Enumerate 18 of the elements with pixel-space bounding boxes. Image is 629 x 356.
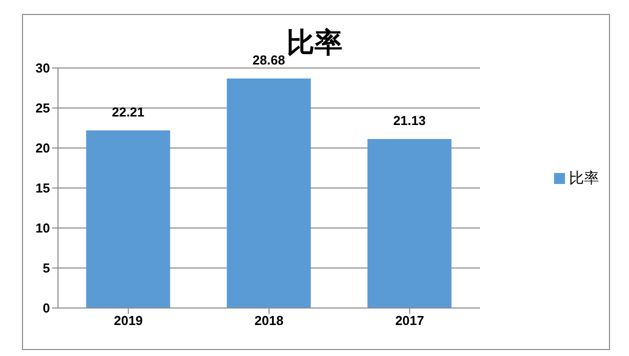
y-tick-label: 5 [42, 260, 50, 276]
data-label: 21.13 [393, 112, 426, 128]
y-tick-label: 30 [36, 60, 50, 76]
bar [226, 78, 311, 308]
y-tick-label: 15 [36, 180, 50, 196]
bar [367, 138, 452, 308]
y-tick-label: 20 [36, 140, 50, 156]
data-label: 22.21 [112, 104, 144, 120]
bar [86, 130, 170, 308]
data-label: 28.68 [252, 52, 286, 68]
y-tick-label: 0 [42, 300, 50, 316]
y-tick-label: 25 [36, 100, 50, 116]
x-tick-label: 2018 [254, 313, 284, 328]
y-tick-label: 10 [36, 220, 50, 236]
chart-title: 比率 [286, 26, 342, 59]
x-tick-label: 2019 [114, 313, 143, 328]
legend-label: 比率 [569, 170, 599, 186]
x-tick-label: 2017 [395, 313, 424, 328]
